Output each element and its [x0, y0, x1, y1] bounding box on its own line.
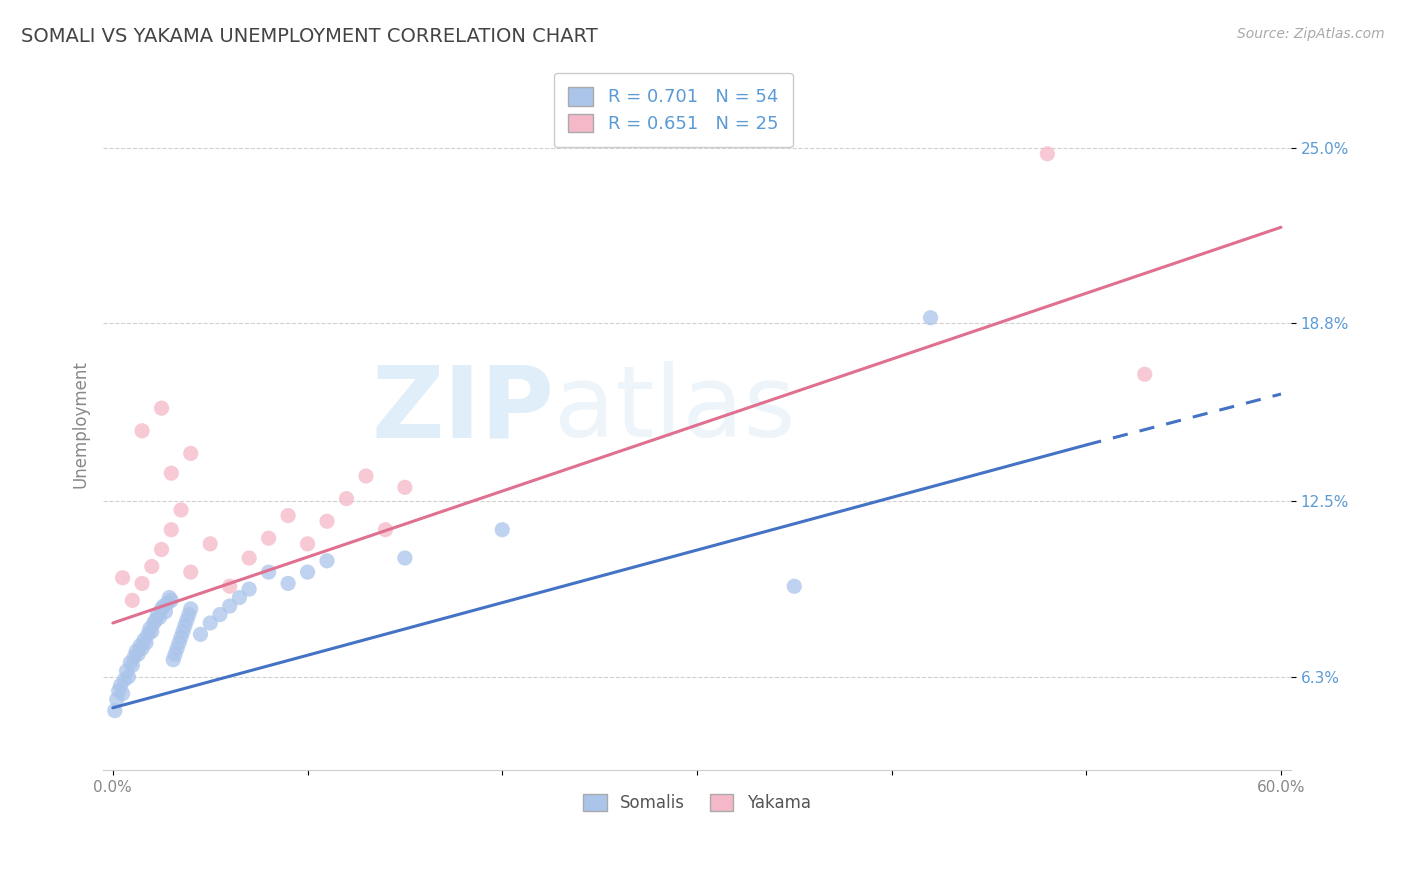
- Point: [125, 644, 148, 658]
- Point: [141, 624, 163, 639]
- Point: [297, 565, 319, 579]
- Point: [141, 559, 163, 574]
- Point: [139, 622, 162, 636]
- Point: [208, 607, 231, 622]
- Point: [121, 658, 143, 673]
- Point: [131, 424, 153, 438]
- Point: [104, 704, 127, 718]
- Point: [127, 647, 149, 661]
- Point: [131, 576, 153, 591]
- Point: [218, 579, 240, 593]
- Text: ZIP: ZIP: [371, 361, 554, 458]
- Point: [180, 565, 202, 579]
- Point: [297, 537, 319, 551]
- Point: [167, 636, 190, 650]
- Point: [131, 641, 153, 656]
- Point: [165, 647, 187, 661]
- Point: [170, 630, 193, 644]
- Y-axis label: Unemployment: Unemployment: [72, 359, 89, 488]
- Point: [120, 656, 142, 670]
- Point: [149, 610, 172, 624]
- Point: [155, 605, 177, 619]
- Point: [228, 591, 250, 605]
- Point: [920, 310, 942, 325]
- Point: [174, 619, 197, 633]
- Point: [374, 523, 396, 537]
- Point: [132, 632, 155, 647]
- Point: [257, 531, 280, 545]
- Point: [200, 537, 222, 551]
- Text: atlas: atlas: [554, 361, 796, 458]
- Point: [394, 480, 416, 494]
- Point: [136, 627, 159, 641]
- Point: [152, 599, 174, 613]
- Point: [170, 503, 193, 517]
- Point: [277, 508, 299, 523]
- Point: [177, 607, 200, 622]
- Point: [146, 607, 169, 622]
- Point: [1133, 368, 1156, 382]
- Point: [238, 582, 260, 596]
- Point: [150, 602, 173, 616]
- Point: [135, 636, 157, 650]
- Point: [160, 593, 183, 607]
- Text: Source: ZipAtlas.com: Source: ZipAtlas.com: [1237, 27, 1385, 41]
- Point: [124, 649, 146, 664]
- Text: SOMALI VS YAKAMA UNEMPLOYMENT CORRELATION CHART: SOMALI VS YAKAMA UNEMPLOYMENT CORRELATIO…: [21, 27, 598, 45]
- Point: [218, 599, 240, 613]
- Point: [257, 565, 280, 579]
- Point: [316, 514, 339, 528]
- Point: [176, 613, 198, 627]
- Point: [156, 596, 179, 610]
- Point: [160, 523, 183, 537]
- Point: [115, 664, 138, 678]
- Point: [145, 613, 167, 627]
- Point: [111, 687, 134, 701]
- Point: [1036, 146, 1059, 161]
- Point: [150, 542, 173, 557]
- Point: [783, 579, 806, 593]
- Point: [316, 554, 339, 568]
- Point: [105, 692, 128, 706]
- Point: [111, 571, 134, 585]
- Point: [172, 624, 194, 639]
- Point: [150, 401, 173, 416]
- Point: [180, 446, 202, 460]
- Point: [129, 639, 152, 653]
- Point: [121, 593, 143, 607]
- Point: [491, 523, 513, 537]
- Point: [277, 576, 299, 591]
- Point: [117, 670, 139, 684]
- Point: [166, 641, 188, 656]
- Point: [190, 627, 212, 641]
- Point: [200, 615, 222, 630]
- Point: [180, 602, 202, 616]
- Point: [157, 591, 180, 605]
- Point: [110, 678, 132, 692]
- Point: [354, 469, 377, 483]
- Point: [160, 466, 183, 480]
- Point: [335, 491, 357, 506]
- Point: [142, 615, 165, 630]
- Point: [162, 653, 184, 667]
- Point: [394, 551, 416, 566]
- Legend: Somalis, Yakama: Somalis, Yakama: [572, 782, 823, 824]
- Point: [114, 673, 136, 687]
- Point: [107, 683, 129, 698]
- Point: [238, 551, 260, 566]
